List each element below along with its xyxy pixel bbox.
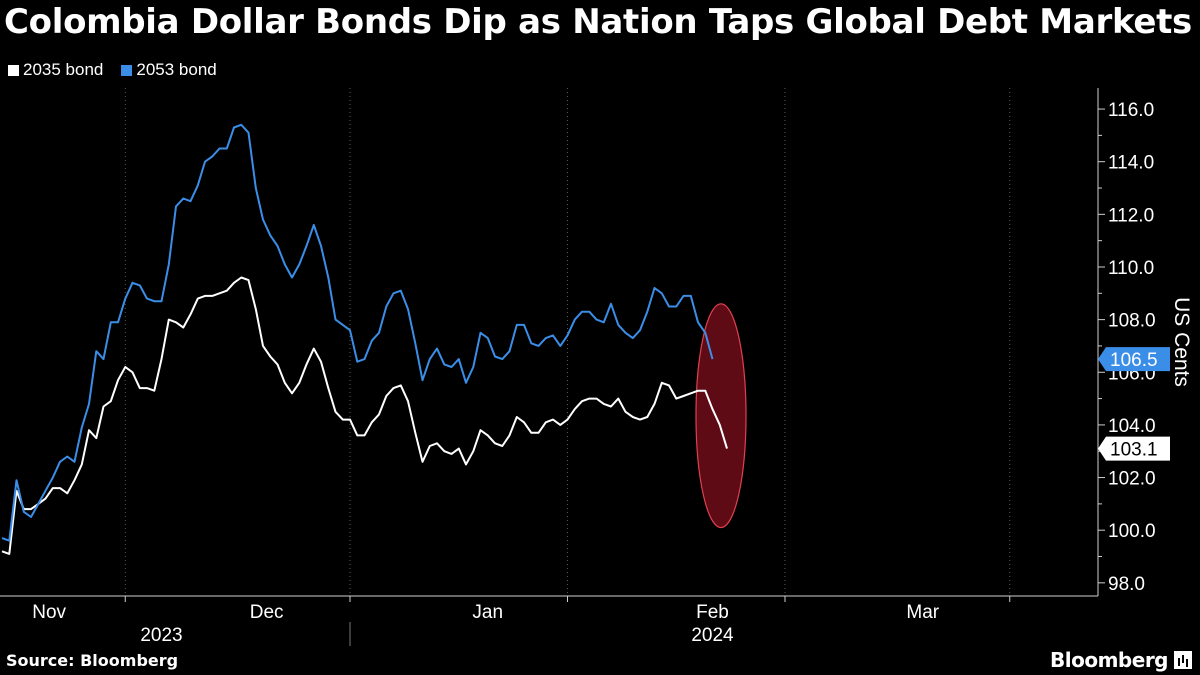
last-value-tag-2053 bbox=[1098, 347, 1170, 372]
month-label: Feb bbox=[696, 602, 729, 623]
month-label: Nov bbox=[32, 602, 66, 623]
source-note: Source: Bloomberg bbox=[6, 651, 179, 670]
y-axis-title: US Cents bbox=[1170, 297, 1193, 387]
last-value-label-2053: 106.5 bbox=[1110, 350, 1158, 371]
legend-swatch-2035 bbox=[8, 64, 19, 76]
legend-label-2053: 2053 bond bbox=[136, 60, 217, 79]
y-tick-label: 104.0 bbox=[1108, 416, 1156, 437]
month-label: Jan bbox=[472, 602, 503, 623]
year-label: 2024 bbox=[691, 625, 734, 646]
legend: 2035 bond 2053 bond bbox=[8, 60, 217, 80]
y-tick-label: 100.0 bbox=[1108, 521, 1156, 542]
y-tick-label: 102.0 bbox=[1108, 469, 1156, 490]
y-tick-label: 114.0 bbox=[1108, 153, 1154, 174]
month-label: Mar bbox=[906, 602, 939, 623]
year-label: 2023 bbox=[140, 625, 182, 646]
y-tick-label: 110.0 bbox=[1108, 258, 1154, 279]
y-tick-label: 108.0 bbox=[1108, 311, 1156, 332]
legend-swatch-2053 bbox=[121, 64, 133, 76]
y-tick-label: 112.0 bbox=[1108, 205, 1154, 226]
legend-item-2035: 2035 bond bbox=[8, 60, 103, 80]
month-label: Dec bbox=[250, 602, 284, 623]
series-line-2053 bbox=[1, 123, 714, 542]
brand-logo: Bloomberg bbox=[1050, 648, 1192, 672]
last-value-label-2035: 103.1 bbox=[1110, 440, 1158, 461]
series-line-2035 bbox=[1, 276, 728, 555]
chart-title: Colombia Dollar Bonds Dip as Nation Taps… bbox=[4, 2, 1192, 42]
highlight-ellipse bbox=[695, 303, 747, 529]
last-value-tag-2035 bbox=[1098, 436, 1170, 461]
legend-item-2053: 2053 bond bbox=[121, 60, 217, 80]
y-tick-label: 116.0 bbox=[1108, 100, 1154, 121]
legend-label-2035: 2035 bond bbox=[23, 60, 104, 79]
y-tick-label: 98.0 bbox=[1108, 574, 1145, 595]
brand-name: Bloomberg bbox=[1050, 648, 1168, 672]
bloomberg-chart-icon bbox=[1174, 651, 1192, 669]
